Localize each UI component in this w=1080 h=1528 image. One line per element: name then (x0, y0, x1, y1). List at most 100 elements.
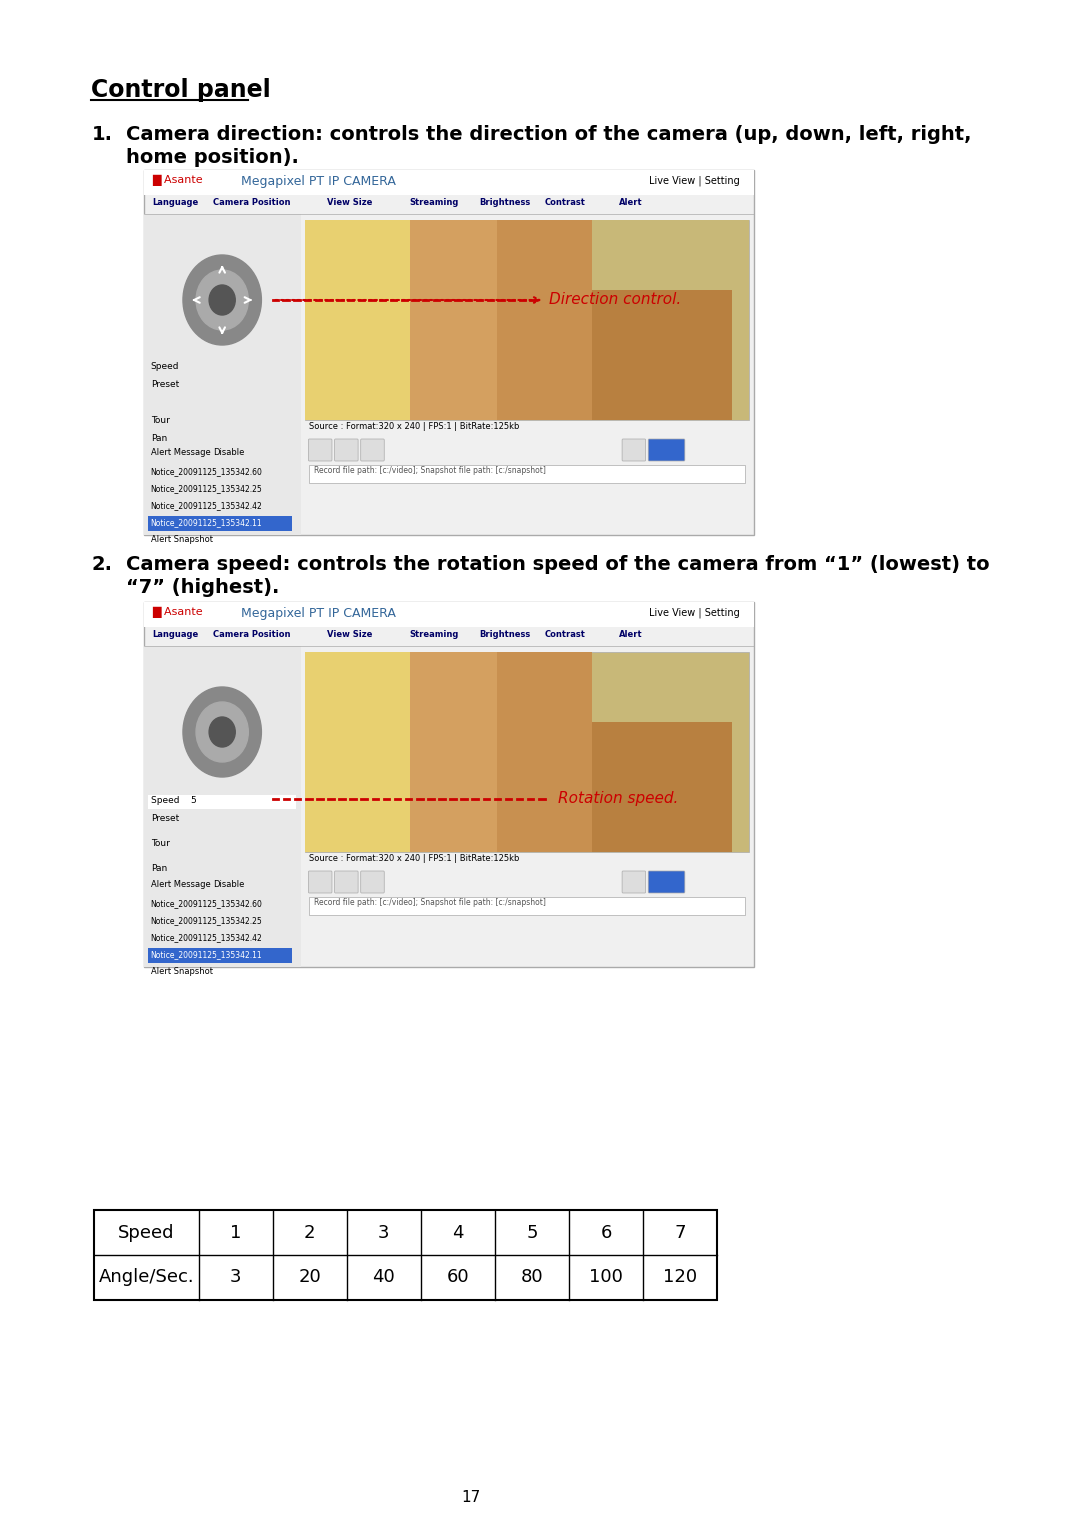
Text: Megapixel PT IP CAMERA: Megapixel PT IP CAMERA (241, 607, 395, 620)
Text: Direction control.: Direction control. (549, 292, 681, 307)
Circle shape (210, 717, 235, 747)
Text: 7: 7 (674, 1224, 686, 1241)
Text: Tour: Tour (151, 839, 170, 848)
Text: Angle/Sec.: Angle/Sec. (98, 1268, 194, 1287)
Text: Speed    5: Speed 5 (151, 796, 197, 805)
Text: Source : Format:320 x 240 | FPS:1 | BitRate:125kb: Source : Format:320 x 240 | FPS:1 | BitR… (309, 854, 519, 863)
FancyBboxPatch shape (148, 516, 292, 532)
Text: 2: 2 (303, 1224, 315, 1241)
Text: Streaming: Streaming (409, 630, 459, 639)
Text: Camera Position: Camera Position (214, 199, 291, 206)
FancyBboxPatch shape (144, 602, 754, 967)
FancyBboxPatch shape (148, 795, 296, 808)
Text: 3: 3 (378, 1224, 390, 1241)
Text: Preset: Preset (151, 380, 179, 390)
Text: Notice_20091125_135342.42: Notice_20091125_135342.42 (150, 501, 261, 510)
Text: Record file path: [c:/video]; Snapshot file path: [c:/snapshot]: Record file path: [c:/video]; Snapshot f… (313, 466, 545, 475)
FancyBboxPatch shape (409, 652, 497, 853)
Text: Camera speed: controls the rotation speed of the camera from “1” (lowest) to: Camera speed: controls the rotation spee… (126, 555, 990, 575)
Text: 2.: 2. (92, 555, 112, 575)
Text: 5: 5 (526, 1224, 538, 1241)
Text: Preset: Preset (151, 814, 179, 824)
FancyBboxPatch shape (648, 439, 685, 461)
Text: Alert Message: Alert Message (151, 880, 211, 889)
Circle shape (197, 701, 248, 762)
Text: Live View | Setting: Live View | Setting (649, 607, 740, 617)
Text: 60: 60 (446, 1268, 469, 1287)
Circle shape (210, 286, 235, 315)
FancyBboxPatch shape (361, 439, 384, 461)
Text: Notice_20091125_135342.25: Notice_20091125_135342.25 (150, 484, 261, 494)
Text: 17: 17 (461, 1490, 481, 1505)
Text: Contrast: Contrast (544, 630, 585, 639)
FancyBboxPatch shape (622, 871, 646, 892)
Text: Notice_20091125_135342.42: Notice_20091125_135342.42 (150, 934, 261, 941)
Text: Brightness: Brightness (480, 630, 530, 639)
Text: Disable: Disable (214, 880, 245, 889)
FancyBboxPatch shape (497, 220, 593, 420)
Text: Megapixel PT IP CAMERA: Megapixel PT IP CAMERA (241, 176, 395, 188)
Text: Control panel: Control panel (92, 78, 271, 102)
Text: 80: 80 (521, 1268, 543, 1287)
FancyBboxPatch shape (144, 170, 754, 196)
Text: Rotation speed.: Rotation speed. (557, 792, 678, 805)
Text: Alert Snapshot: Alert Snapshot (151, 967, 213, 976)
FancyBboxPatch shape (309, 439, 332, 461)
FancyBboxPatch shape (593, 290, 732, 420)
Text: Pan: Pan (151, 863, 167, 872)
FancyBboxPatch shape (144, 214, 300, 535)
Text: 120: 120 (663, 1268, 697, 1287)
FancyBboxPatch shape (94, 1210, 717, 1300)
FancyBboxPatch shape (335, 871, 359, 892)
Text: Alert: Alert (619, 199, 643, 206)
Text: home position).: home position). (126, 148, 299, 167)
FancyBboxPatch shape (622, 439, 646, 461)
FancyBboxPatch shape (309, 897, 745, 915)
FancyBboxPatch shape (144, 646, 300, 967)
Text: Notice_20091125_135342.60: Notice_20091125_135342.60 (150, 898, 261, 908)
Text: Language: Language (152, 199, 199, 206)
Text: Alert Message: Alert Message (151, 448, 211, 457)
FancyBboxPatch shape (335, 439, 359, 461)
Text: View Size: View Size (327, 630, 373, 639)
Text: Record file path: [c:/video]; Snapshot file path: [c:/snapshot]: Record file path: [c:/video]; Snapshot f… (313, 898, 545, 908)
Text: Streaming: Streaming (409, 199, 459, 206)
Text: Notice_20091125_135342.11: Notice_20091125_135342.11 (150, 518, 261, 527)
FancyBboxPatch shape (305, 652, 409, 853)
FancyBboxPatch shape (305, 220, 409, 420)
FancyBboxPatch shape (309, 871, 332, 892)
Text: █ Asante: █ Asante (152, 607, 203, 619)
Text: 4: 4 (453, 1224, 463, 1241)
FancyBboxPatch shape (361, 871, 384, 892)
Text: Pan: Pan (151, 434, 167, 443)
FancyBboxPatch shape (144, 602, 754, 626)
Text: Alert Snapshot: Alert Snapshot (151, 535, 213, 544)
Text: Alert: Alert (619, 630, 643, 639)
Text: Camera direction: controls the direction of the camera (up, down, left, right,: Camera direction: controls the direction… (126, 125, 972, 144)
Circle shape (183, 255, 261, 345)
Text: Speed: Speed (118, 1224, 175, 1241)
Text: 6: 6 (600, 1224, 611, 1241)
Text: “7” (highest).: “7” (highest). (126, 578, 280, 597)
Circle shape (183, 688, 261, 778)
Circle shape (197, 270, 248, 330)
Text: Notice_20091125_135342.25: Notice_20091125_135342.25 (150, 915, 261, 924)
Text: Live View | Setting: Live View | Setting (649, 176, 740, 185)
FancyBboxPatch shape (648, 871, 685, 892)
FancyBboxPatch shape (148, 947, 292, 963)
Text: Tour: Tour (151, 416, 170, 425)
Text: Notice_20091125_135342.60: Notice_20091125_135342.60 (150, 468, 261, 477)
FancyBboxPatch shape (497, 652, 593, 853)
Text: Disable: Disable (214, 448, 245, 457)
Text: 3: 3 (230, 1268, 242, 1287)
Text: Contrast: Contrast (544, 199, 585, 206)
FancyBboxPatch shape (305, 652, 750, 853)
Text: 1: 1 (230, 1224, 241, 1241)
FancyBboxPatch shape (144, 170, 754, 535)
FancyBboxPatch shape (305, 220, 750, 420)
Text: Camera Position: Camera Position (214, 630, 291, 639)
Text: Language: Language (152, 630, 199, 639)
Text: 1.: 1. (92, 125, 112, 144)
Text: View Size: View Size (327, 199, 373, 206)
Text: Brightness: Brightness (480, 199, 530, 206)
